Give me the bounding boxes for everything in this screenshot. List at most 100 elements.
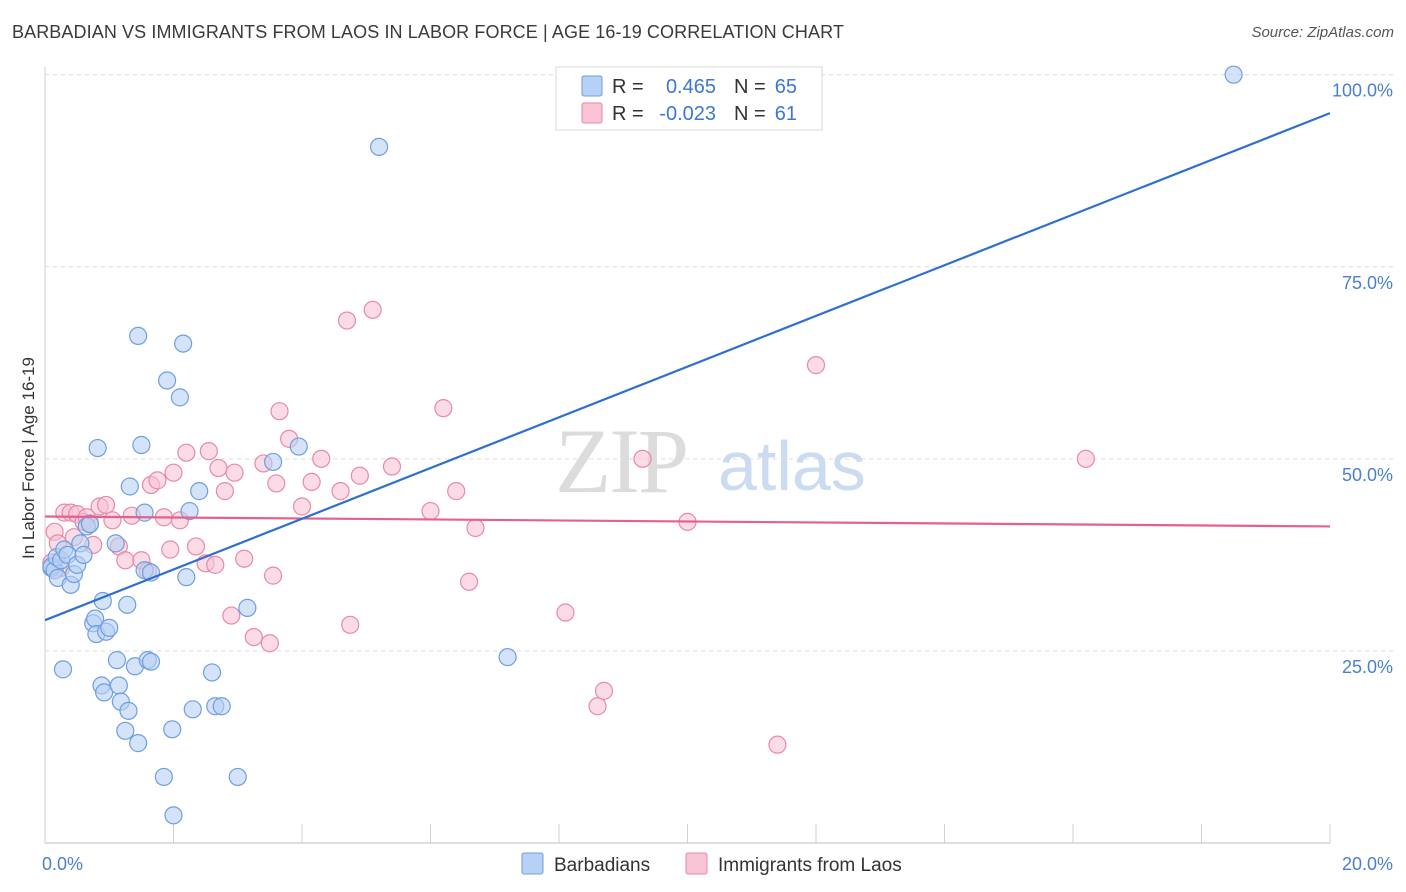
stats-n-label-blue: N = (734, 76, 766, 98)
laos-point-29 (199, 442, 218, 461)
barbadians-point-6 (53, 660, 73, 679)
laos-point-26 (177, 443, 196, 462)
barbadians-point-15 (80, 515, 100, 534)
laos-point-30 (206, 555, 225, 574)
laos-point-51 (382, 457, 402, 476)
series-laos-points (42, 300, 1095, 754)
barbadians-point-42 (154, 767, 173, 787)
y-tick-label-50: 50.0% (1342, 465, 1393, 485)
y-tick-label-75: 75.0% (1342, 273, 1393, 293)
laos-point-49 (350, 466, 369, 485)
laos-point-50 (363, 300, 382, 319)
legend-swatch-blue (521, 852, 544, 875)
laos-point-39 (263, 566, 283, 585)
laos-point-59 (594, 681, 614, 700)
laos-point-48 (341, 615, 360, 634)
laos-point-23 (161, 540, 180, 559)
laos-point-14 (103, 511, 122, 530)
y-tick-label-25: 25.0% (1342, 657, 1393, 677)
barbadians-point-30 (118, 595, 137, 614)
laos-point-40 (267, 474, 286, 493)
barbadians-point-46 (170, 388, 190, 407)
barbadians-point-51 (190, 482, 209, 501)
laos-point-32 (215, 482, 234, 501)
barbadians-point-32 (120, 477, 139, 496)
laos-point-56 (466, 518, 485, 538)
laos-point-52 (421, 501, 440, 521)
barbadians-point-48 (177, 568, 196, 587)
stats-n-value-blue: 65 (775, 76, 797, 98)
laos-point-16 (116, 551, 135, 570)
barbadians-point-45 (164, 806, 183, 825)
stats-n-value-pink: 61 (775, 103, 797, 125)
laos-point-21 (148, 471, 167, 490)
barbadians-point-36 (132, 435, 151, 455)
barbadians-point-13 (74, 545, 93, 564)
barbadians-point-55 (228, 767, 247, 787)
laos-point-54 (447, 482, 466, 501)
barbadians-point-38 (135, 503, 154, 522)
stats-swatch-blue (581, 75, 603, 97)
barbadians-point-58 (289, 437, 308, 456)
barbadians-point-43 (157, 371, 177, 390)
laos-point-33 (222, 606, 241, 625)
laos-point-60 (633, 449, 652, 468)
axes (44, 67, 1331, 844)
laos-point-53 (434, 399, 453, 418)
laos-point-58 (588, 697, 607, 716)
legend-label-barbadians: Barbadians (554, 855, 650, 876)
laos-point-47 (337, 311, 357, 330)
barbadians-point-56 (238, 598, 257, 617)
barbadians-point-34 (129, 734, 148, 753)
laos-point-34 (225, 463, 244, 482)
laos-point-31 (209, 458, 228, 478)
barbadians-point-50 (183, 700, 202, 719)
barbadians-point-29 (116, 721, 135, 740)
legend: Barbadians Immigrants from Laos (521, 852, 902, 876)
barbadians-point-40 (141, 652, 161, 671)
barbadians-point-61 (1224, 65, 1243, 84)
laos-point-64 (1076, 449, 1095, 468)
watermark: ZIP atlas (555, 410, 866, 512)
barbadians-point-54 (212, 697, 231, 716)
stats-swatch-pink (581, 102, 603, 124)
trend-lines (44, 112, 1331, 622)
laos-point-62 (768, 735, 787, 754)
watermark-atlas: atlas (718, 427, 866, 505)
barbadians-point-59 (370, 137, 389, 157)
barbadians-point-52 (202, 663, 222, 682)
laos-point-44 (302, 472, 321, 491)
laos-point-55 (459, 572, 479, 591)
stats-box: R = 0.465 N = 65 R = -0.023 N = 61 (555, 66, 823, 131)
laos-point-57 (556, 603, 575, 622)
laos-point-63 (806, 356, 826, 375)
laos-point-46 (331, 482, 350, 501)
watermark-zip: ZIP (555, 410, 687, 512)
series-barbadians-points (42, 65, 1243, 825)
laos-point-41 (270, 402, 289, 421)
legend-item-laos[interactable]: Immigrants from Laos (685, 852, 902, 876)
x-tick-label-min: 0.0% (42, 854, 83, 874)
legend-swatch-pink (685, 852, 708, 875)
trend-line-laos (44, 515, 1331, 528)
barbadians-point-19 (88, 438, 107, 458)
barbadians-point-31 (119, 701, 138, 720)
stats-n-label-pink: N = (734, 103, 766, 125)
laos-point-24 (164, 463, 183, 482)
laos-point-38 (260, 634, 279, 653)
laos-point-36 (244, 627, 263, 647)
y-tick-label-100: 100.0% (1332, 81, 1393, 101)
laos-point-43 (292, 497, 312, 516)
laos-point-35 (235, 549, 254, 568)
barbadians-point-24 (100, 618, 119, 637)
stats-r-value-blue: 0.465 (666, 76, 716, 98)
laos-point-45 (312, 449, 331, 468)
trend-line-barbadians (44, 112, 1331, 622)
laos-point-27 (186, 537, 206, 556)
chart-title: BARBADIAN VS IMMIGRANTS FROM LAOS IN LAB… (12, 22, 844, 42)
legend-item-barbadians[interactable]: Barbadians (521, 852, 650, 876)
barbadians-point-47 (174, 334, 193, 353)
y-tick-labels: 25.0% 50.0% 75.0% 100.0% (1332, 81, 1393, 677)
barbadians-point-44 (163, 720, 182, 739)
barbadians-point-60 (498, 647, 517, 667)
